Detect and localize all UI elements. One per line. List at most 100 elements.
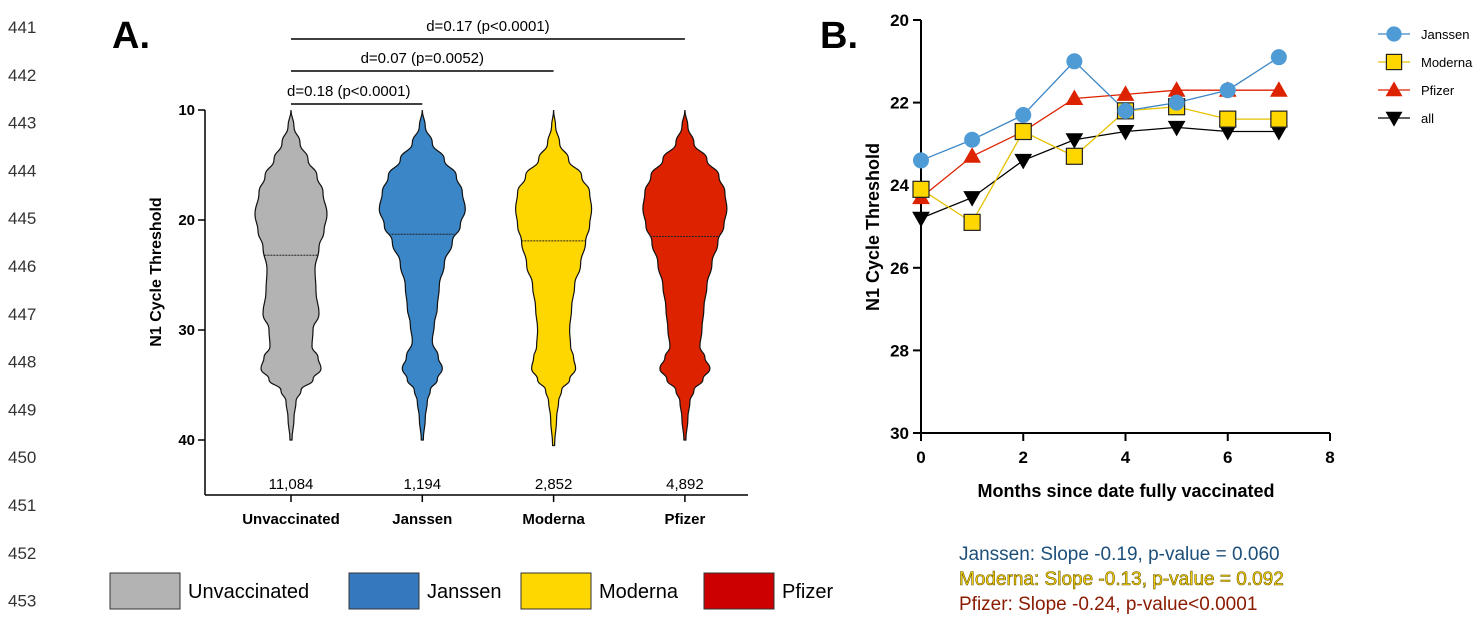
- slope-annotation: Janssen: Slope -0.19, p-value = 0.060: [959, 544, 1280, 565]
- line-number: 441: [8, 18, 36, 37]
- significance-label: d=0.17 (p<0.0001): [426, 18, 549, 35]
- line-number: 446: [8, 257, 36, 276]
- panel-a-y-tick-label: 40: [178, 432, 195, 449]
- legend-label: Janssen: [427, 581, 502, 603]
- line-number: 452: [8, 544, 36, 563]
- line-number: 443: [8, 114, 36, 133]
- line-number: 451: [8, 496, 36, 515]
- violin-moderna: [514, 109, 593, 447]
- data-point-janssen: [1015, 106, 1032, 123]
- legend-label: Pfizer: [782, 581, 833, 603]
- legend-label: Janssen: [1421, 27, 1469, 42]
- panel-a-legend: Unvaccinated Janssen Moderna Pfizer: [109, 572, 833, 610]
- panel-a-x-tick-label: Janssen: [392, 511, 452, 528]
- legend-swatch-moderna: [520, 572, 592, 610]
- data-point-janssen: [964, 131, 981, 148]
- legend-swatch-pfizer: [703, 572, 775, 610]
- panel-a-label: A.: [112, 15, 150, 57]
- series-line-pfizer: [920, 89, 1279, 199]
- data-point-janssen: [1219, 82, 1236, 99]
- violin-unvaccinated: [254, 109, 328, 441]
- legend-label: Moderna: [599, 581, 679, 603]
- line-numbers: 441 442 443 444 445 446 447 448 449 450 451 452 453: [8, 18, 36, 611]
- data-point-all: [1014, 153, 1033, 170]
- legend-swatch-janssen: [348, 572, 420, 610]
- legend-label: all: [1421, 111, 1434, 126]
- data-point-pfizer: [1116, 85, 1135, 101]
- line-number: 453: [8, 592, 36, 611]
- violin-group: [254, 109, 728, 447]
- significance-label: d=0.07 (p=0.0052): [361, 50, 484, 67]
- data-point-moderna: [1065, 147, 1083, 165]
- violin-janssen: [378, 109, 466, 441]
- data-point-janssen: [1066, 53, 1083, 70]
- sample-count: 11,084: [269, 476, 314, 493]
- panel-b-y-tick-label: 28: [890, 341, 909, 360]
- data-point-all: [1167, 120, 1186, 137]
- line-number: 448: [8, 353, 36, 372]
- line-number: 445: [8, 209, 36, 228]
- data-point-moderna: [1270, 110, 1288, 128]
- panel-a-y-tick-label: 10: [178, 102, 195, 119]
- data-point-janssen: [1168, 94, 1185, 111]
- panel-b-x-tick-label: 6: [1223, 448, 1232, 467]
- line-number: 449: [8, 400, 36, 419]
- legend-marker-moderna: [1385, 53, 1403, 71]
- panel-b-y-tick-label: 22: [890, 94, 909, 113]
- sample-counts: 11,084 1,194 2,852 4,892: [269, 476, 704, 493]
- data-point-moderna: [1219, 110, 1237, 128]
- panel-b-y-tick-label: 26: [890, 259, 909, 278]
- panel-b-x-axis-label: Months since date fully vaccinated: [977, 481, 1274, 501]
- data-point-janssen: [913, 152, 929, 169]
- line-number: 442: [8, 66, 36, 85]
- significance-label: d=0.18 (p<0.0001): [287, 83, 410, 100]
- panel-b-y-tick-label: 24: [890, 176, 909, 195]
- panel-a-y-axis-label: N1 Cycle Threshold: [148, 197, 165, 346]
- line-number: 447: [8, 305, 36, 324]
- panel-a-x-tick-label: Moderna: [522, 511, 585, 528]
- panel-b-y-axis-label: N1 Cycle Threshold: [863, 143, 883, 311]
- data-point-janssen: [1270, 49, 1287, 66]
- violin-pfizer: [642, 109, 728, 441]
- data-point-moderna: [1014, 122, 1032, 141]
- panel-b-legend: Janssen Moderna Pfizer all: [1378, 26, 1473, 127]
- data-point-pfizer: [1065, 89, 1084, 105]
- data-point-all: [912, 211, 930, 228]
- panel-b-x-tick-label: 8: [1325, 448, 1334, 467]
- panel-a-violin-chart: A. d=0.17 (p<0.0001)d=0.07 (p=0.0052)d=0…: [109, 15, 833, 610]
- panel-b-x-tick-label: 2: [1019, 448, 1028, 467]
- legend-label: Moderna: [1421, 55, 1473, 70]
- panel-b-y-tick-label: 20: [890, 11, 909, 30]
- panel-a-y-tick-label: 30: [178, 322, 195, 339]
- panel-a-axes: 10 20 30 40 Unvaccinated Janssen Moderna Pfizer: [178, 102, 748, 528]
- panel-b-y-tick-label: 30: [890, 424, 909, 443]
- series-line-janssen: [920, 56, 1280, 162]
- data-point-all: [1065, 133, 1084, 149]
- legend-swatch-unvaccinated: [109, 572, 181, 610]
- legend-marker-janssen: [1386, 26, 1402, 42]
- data-point-moderna: [963, 213, 981, 231]
- data-point-moderna: [912, 180, 930, 198]
- line-number: 444: [8, 161, 36, 180]
- panel-b-label: B.: [820, 15, 858, 57]
- data-point-pfizer: [1270, 81, 1288, 97]
- data-point-pfizer: [963, 147, 981, 163]
- sample-count: 1,194: [404, 476, 442, 493]
- significance-brackets: d=0.17 (p<0.0001) d=0.07 (p=0.0052) d=0.18…: [287, 18, 685, 105]
- panel-b-series: [912, 49, 1288, 231]
- data-point-all: [963, 191, 981, 207]
- line-number: 450: [8, 448, 36, 467]
- panel-a-y-tick-label: 20: [178, 212, 195, 229]
- legend-label: Pfizer: [1421, 83, 1455, 98]
- legend-marker-pfizer: [1385, 81, 1403, 97]
- slope-annotation: Pfizer: Slope -0.24, p-value<0.0001: [959, 594, 1257, 615]
- data-point-pfizer: [1167, 81, 1186, 97]
- data-point-all: [1116, 125, 1135, 141]
- slope-annotations: Janssen: Slope -0.19, p-value = 0.060 Mod…: [959, 544, 1284, 615]
- panel-a-x-tick-label: Pfizer: [664, 511, 705, 528]
- sample-count: 4,892: [666, 476, 704, 493]
- legend-marker-all: [1385, 111, 1403, 127]
